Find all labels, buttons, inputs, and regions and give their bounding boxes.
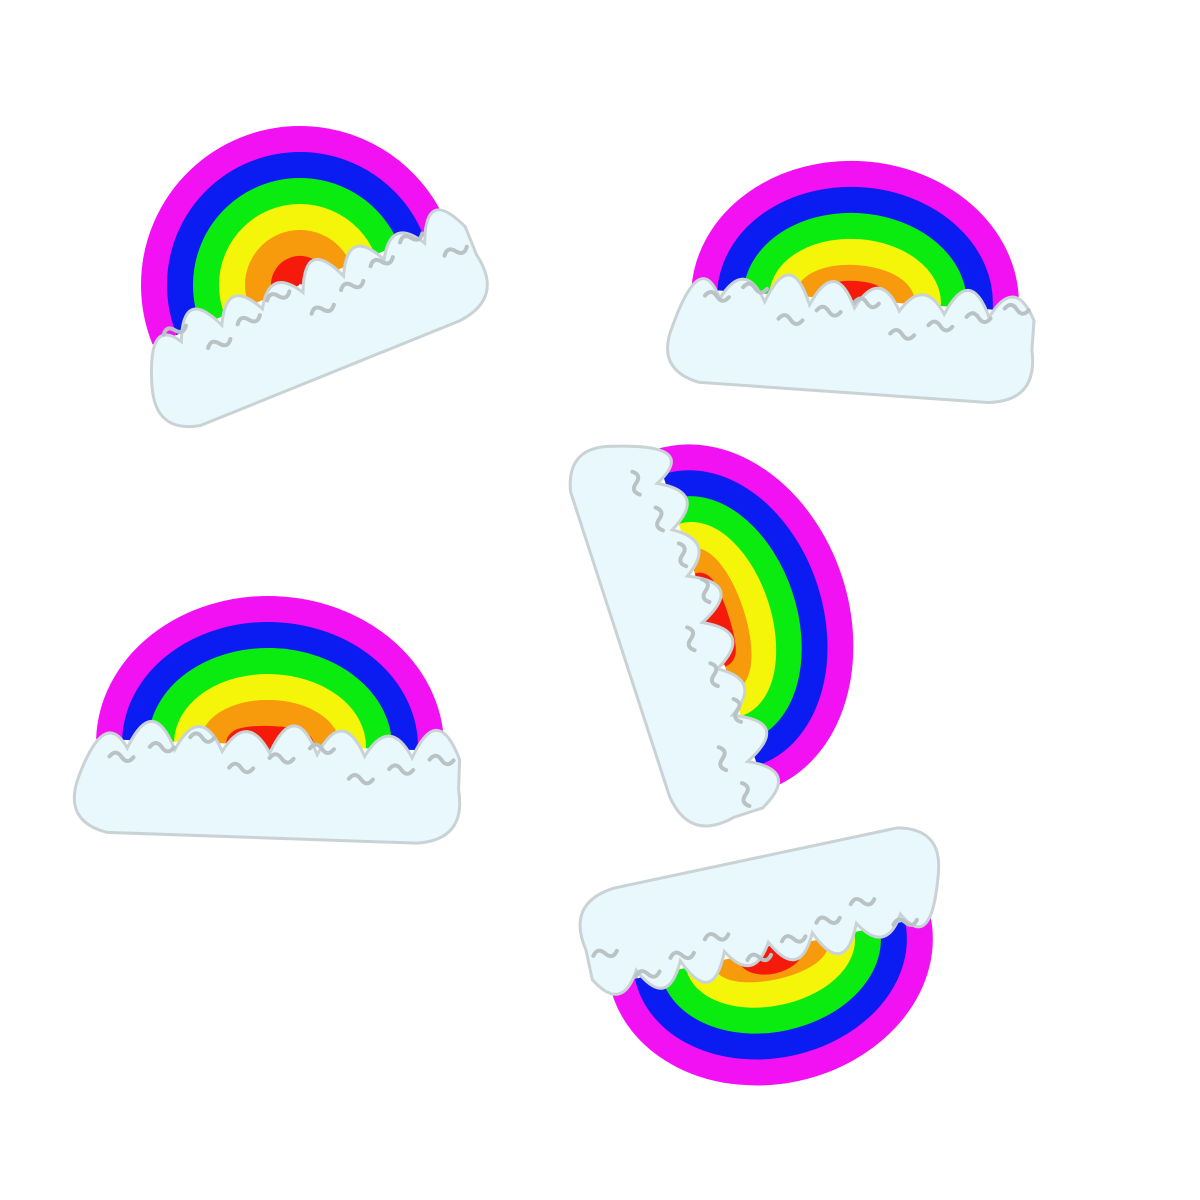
cloud-squiggle [926,319,955,333]
cloud-squiggle [161,323,188,337]
rainbow-sticker [141,126,489,429]
cloud-squiggle [731,697,744,724]
cloud-squiggle [634,969,662,979]
cloud-squiggle [653,505,666,533]
cloud-squiggle [776,313,805,326]
cloud-body [666,273,1036,405]
cloud-squiggle [716,745,729,773]
cloud-squiggle [779,934,808,944]
cloud-squiggle [265,289,292,303]
cloud-squiggle [685,625,697,653]
cloud-squiggle [147,741,176,754]
rainbow-sticker [578,826,941,1086]
cloud-squiggle [442,244,469,258]
cloud-squiggle [398,231,425,245]
cloud-squiggle [227,761,256,775]
cloud-squiggle [346,773,375,786]
rainbow-band [670,496,802,741]
cloud-icon [568,444,781,828]
cloud-squiggle [668,950,696,961]
rainbow-band [717,186,993,310]
rainbow-band [122,622,418,751]
rainbow-band [167,152,424,335]
rainbow-sticker [568,444,854,828]
cloud-squiggle [630,469,642,497]
rainbow-band [743,212,967,308]
cloud-squiggle [852,296,881,310]
cloud-squiggle [368,255,395,269]
rainbow-sticker [72,596,462,845]
cloud-squiggle [339,278,366,292]
cloud-squiggle [427,753,456,767]
rainbow-band [678,522,777,717]
cloud-squiggle [206,337,233,350]
cloud-squiggle [848,896,877,907]
cloud-squiggle [888,327,917,341]
cloud-squiggle [702,289,731,303]
cloud-squiggle [591,948,619,959]
cloud-squiggle [107,750,136,764]
rainbow-sticker [666,160,1036,405]
rainbow-band [662,470,828,766]
rainbow-band [654,444,854,791]
cloud-squiggle [814,915,842,926]
cloud-squiggle [739,781,752,808]
cloud-squiggle [309,302,336,316]
rainbow-band [245,230,351,306]
rainbow-band [691,160,1019,312]
rainbow-band [200,699,340,748]
cloud-squiggle [702,932,731,942]
cloud-icon [578,826,941,996]
cloud-icon [72,719,462,845]
rainbow-band [609,915,933,1086]
rainbow-band [635,921,907,1060]
cloud-squiggle [1002,302,1031,316]
cloud-squiggle [745,952,774,963]
cloud-squiggle [267,752,296,765]
cloud-squiggle [307,742,336,756]
rainbow-band [193,178,400,326]
cloud-squiggle [741,281,770,295]
cloud-body [149,208,489,429]
cloud-squiggle [700,577,712,605]
cloud-squiggle [814,304,843,318]
rainbow-band [96,596,444,752]
rainbow-band [660,926,881,1034]
rainbow-band [686,547,752,692]
cloud-squiggle [188,731,217,744]
cloud-squiggle [235,313,262,327]
rainbow-band [141,126,448,345]
rainbow-band [174,673,366,749]
cloud-icon [666,273,1036,405]
rainbow-band [219,204,376,316]
rainbow-band [148,648,392,750]
cloud-squiggle [676,541,689,569]
cloud-body [578,826,941,996]
cloud-squiggle [891,917,919,928]
rainbow-band [795,264,915,306]
cloud-squiggle [387,763,416,776]
cloud-squiggle [708,661,720,689]
cloud-squiggle [964,311,993,325]
cloud-icon [149,208,489,429]
